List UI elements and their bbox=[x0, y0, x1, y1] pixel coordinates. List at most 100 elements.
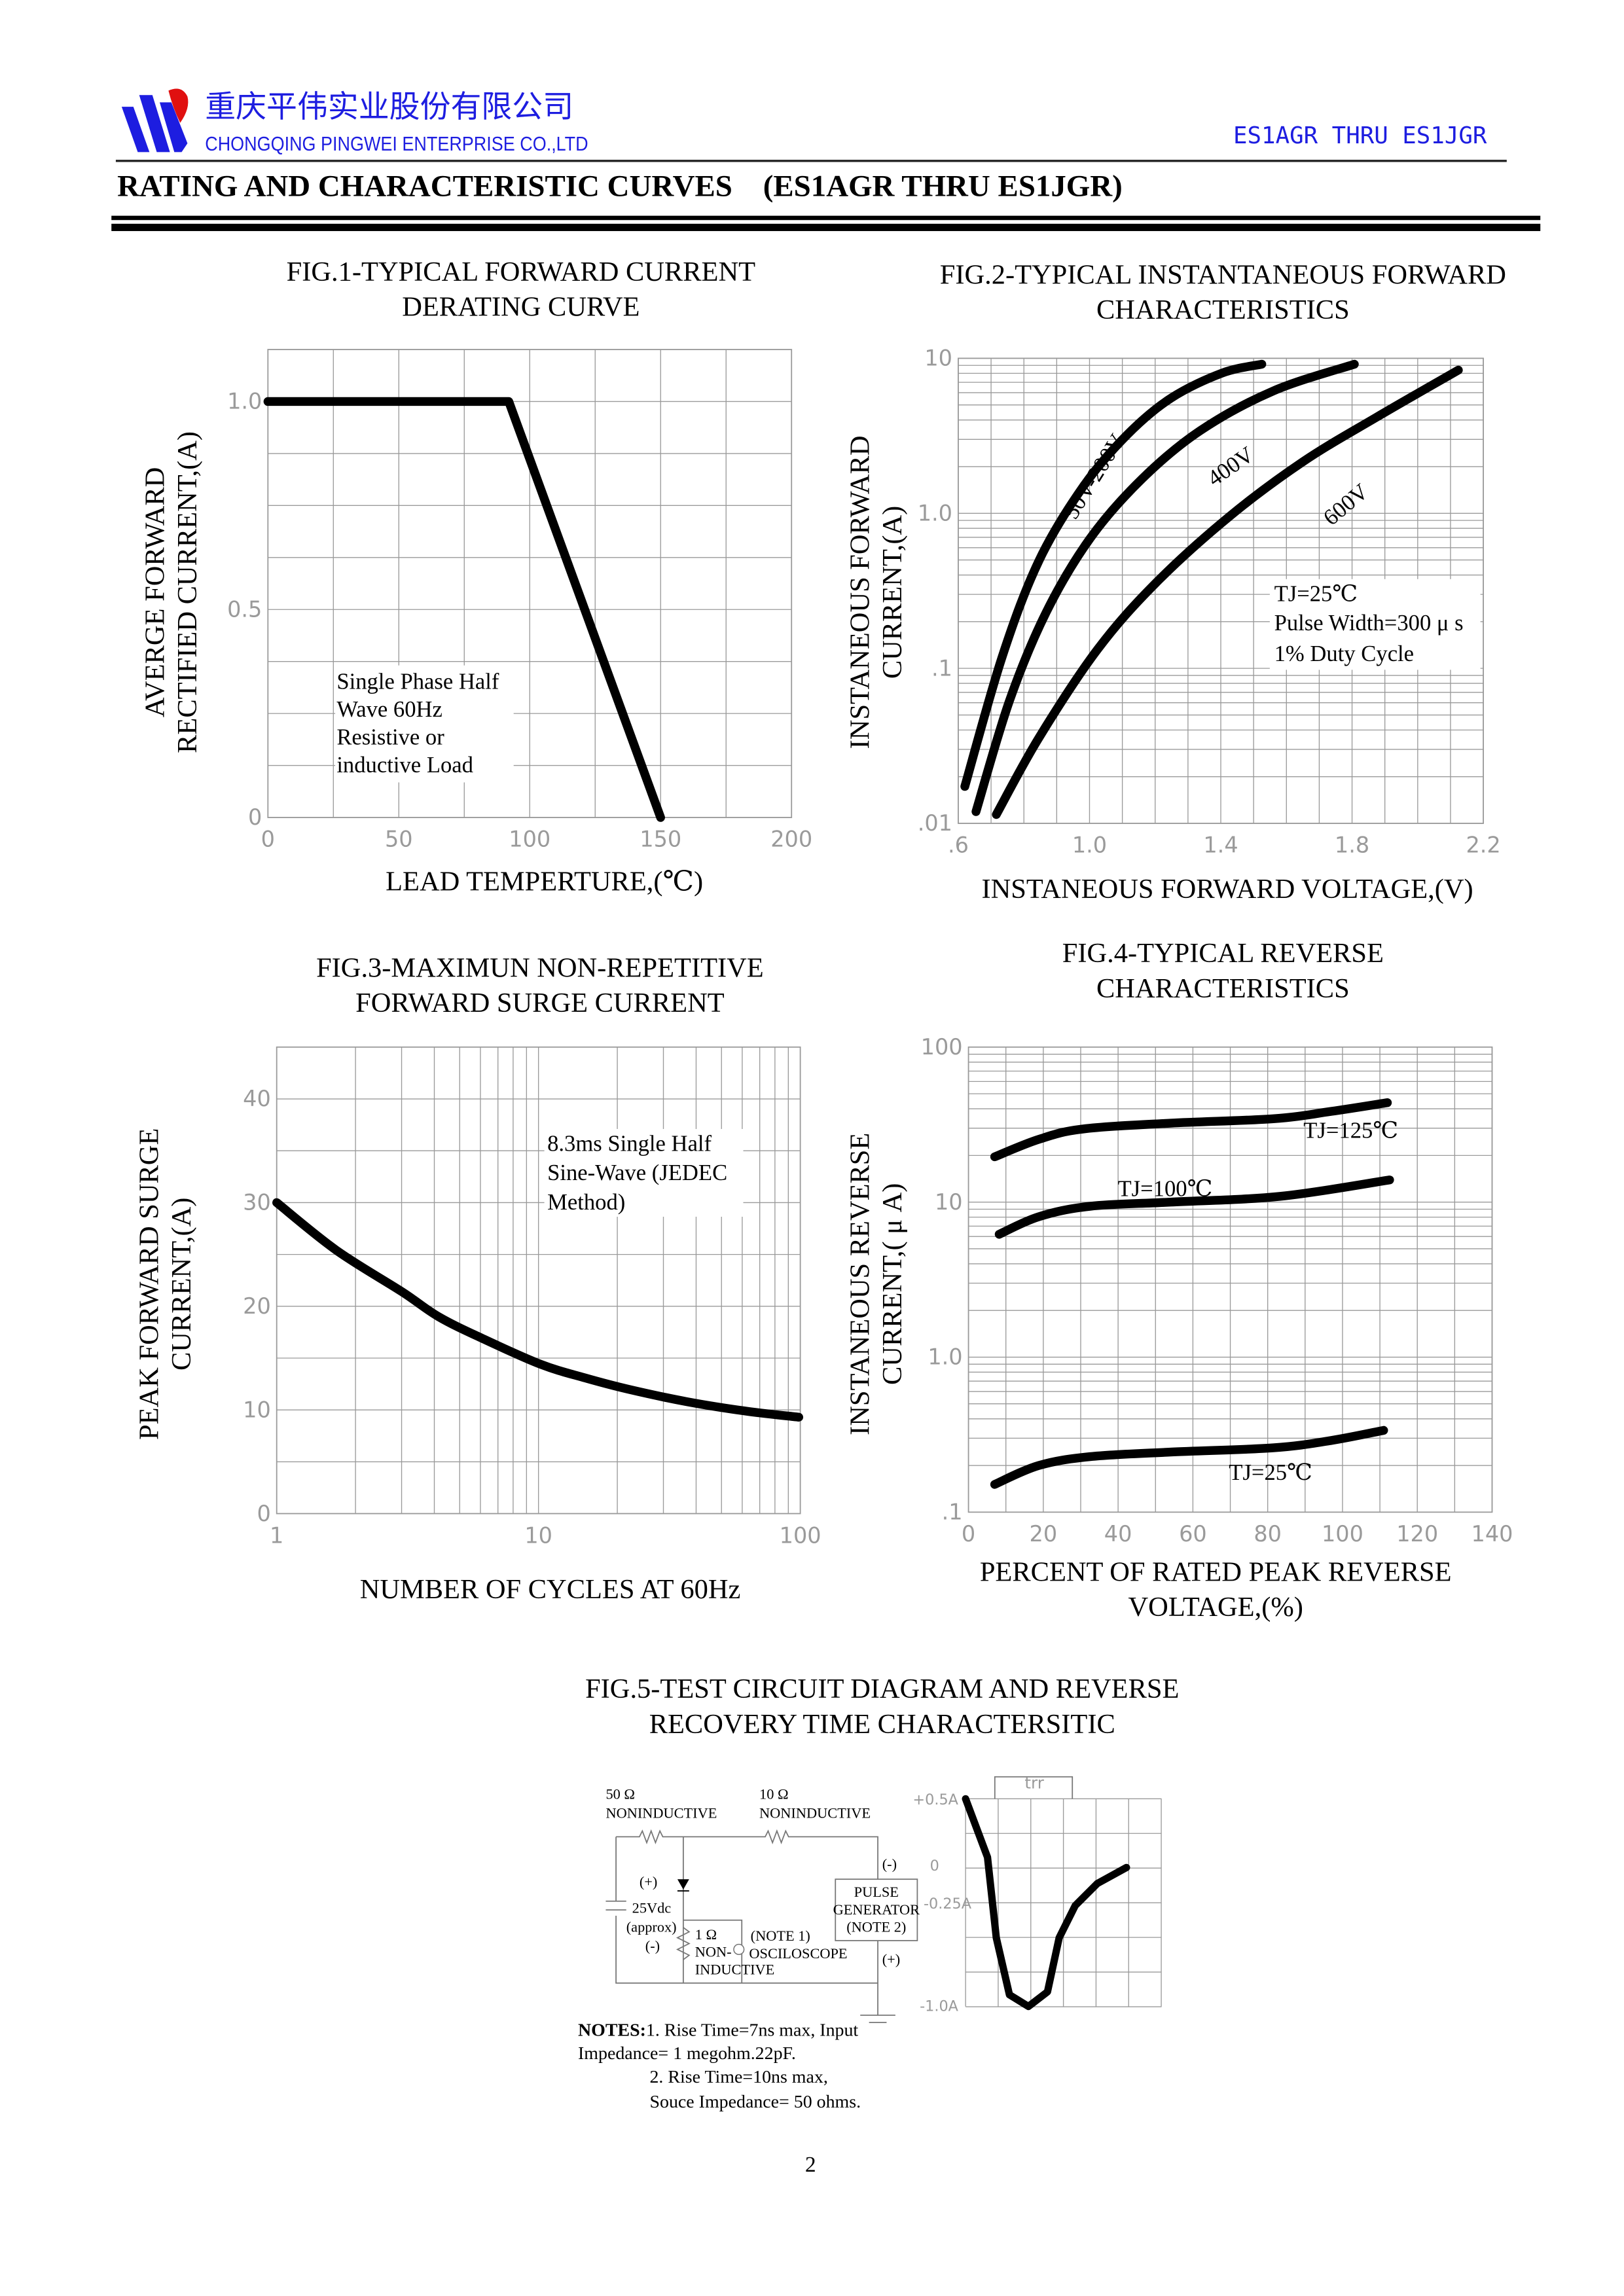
fig4-series-label: TJ=125℃ bbox=[1303, 1118, 1398, 1143]
note1-label: (NOTE 1) bbox=[751, 1928, 810, 1944]
fig4-xlabel-line2: VOLTAGE,(%) bbox=[1128, 1592, 1303, 1623]
note-line: 1. Rise Time=7ns max, Input bbox=[646, 2020, 859, 2040]
fig1-ylabel-line1: AVERGE FORWARD bbox=[140, 467, 171, 717]
x-tick-label: 0 bbox=[261, 827, 275, 852]
fig4-plot: 0 20 40 60 80 100 120 140 .1 1.0 10 100 bbox=[921, 1034, 1513, 1547]
fig1-annotation: Wave 60Hz bbox=[336, 697, 442, 722]
fig2-title-line2: CHARACTERISTICS bbox=[1096, 295, 1350, 325]
y-tick-label: 1.0 bbox=[928, 1344, 962, 1370]
generator-minus: (-) bbox=[882, 1856, 897, 1873]
y-tick-label: .01 bbox=[918, 810, 952, 836]
fig4-series-label: TJ=25℃ bbox=[1229, 1460, 1312, 1485]
y-tick-label: 0.5 bbox=[227, 596, 262, 622]
r2-type: NONINDUCTIVE bbox=[759, 1804, 871, 1821]
fig1-annotation-bg bbox=[335, 665, 514, 783]
fig3-annotation: Method) bbox=[547, 1190, 625, 1215]
fig3-xlabel: NUMBER OF CYCLES AT 60Hz bbox=[360, 1574, 741, 1605]
x-tick-label: 20 bbox=[1030, 1521, 1058, 1547]
x-tick-label: 1.0 bbox=[1072, 833, 1107, 858]
fig3-title-line1: FIG.3-MAXIMUN NON-REPETITIVE bbox=[316, 953, 764, 984]
y-tick-label: 1.0 bbox=[227, 389, 262, 414]
fig3-annotation: Sine-Wave (JEDEC bbox=[547, 1160, 727, 1185]
x-tick-label: 80 bbox=[1254, 1521, 1282, 1547]
test-circuit-diagram: 50 Ω NONINDUCTIVE 10 Ω NONINDUCTIVE (+) … bbox=[605, 1785, 920, 2024]
pulse-generator-box bbox=[835, 1878, 918, 1941]
plot-frame bbox=[267, 349, 793, 818]
r3-type: INDUCTIVE bbox=[695, 1961, 775, 1977]
x-tick-label: 200 bbox=[770, 827, 812, 852]
note-line: 2. Rise Time=10ns max, bbox=[649, 2067, 827, 2087]
fig1-plot: 0 50 100 150 200 0 0.5 1.0 bbox=[227, 349, 812, 852]
fig3-ylabel-line1: PEAK FORWARD SURGE bbox=[134, 1128, 165, 1440]
y-tick-label: 0 bbox=[257, 1501, 270, 1526]
x-tick-label: .6 bbox=[948, 833, 969, 858]
part-range: ES1AGR THRU ES1JGR bbox=[1233, 122, 1487, 149]
fig2-series-curve bbox=[960, 359, 1267, 791]
fig2-annotation: 1% Duty Cycle bbox=[1274, 641, 1414, 666]
diode-icon bbox=[677, 1879, 689, 1890]
fig3-title-line2: FORWARD SURGE CURRENT bbox=[355, 988, 725, 1018]
fig1-xlabel: LEAD TEMPERTURE,(℃) bbox=[386, 867, 703, 897]
fig4-series-curve bbox=[994, 1175, 1394, 1239]
wave-label-zero: 0 bbox=[930, 1857, 939, 1874]
x-tick-label: 1.4 bbox=[1203, 833, 1238, 858]
source-voltage: 25Vdc bbox=[632, 1900, 672, 1916]
x-tick-label: 100 bbox=[509, 827, 550, 852]
fig2-ylabel-line2: CURRENT,(A) bbox=[877, 506, 908, 679]
fig4-ylabel-line2: CURRENT,( μ A) bbox=[877, 1183, 908, 1385]
fig2-series-curve bbox=[992, 365, 1463, 819]
x-tick-label: 1 bbox=[270, 1522, 283, 1548]
y-tick-label: 40 bbox=[243, 1086, 271, 1111]
x-tick-label: 0 bbox=[962, 1521, 975, 1547]
notes-heading: NOTES: bbox=[578, 2020, 646, 2040]
fig4-ylabel-line1: INSTANEOUS REVERSE bbox=[845, 1133, 876, 1435]
fig2-series-curve bbox=[971, 359, 1359, 816]
fig4-title-line2: CHARACTERISTICS bbox=[1096, 973, 1350, 1004]
fig4-series-label: TJ=100℃ bbox=[1117, 1177, 1212, 1202]
x-tick-label: 60 bbox=[1179, 1521, 1207, 1547]
waveform-curve bbox=[962, 1795, 1130, 2011]
r1-value: 50 Ω bbox=[605, 1785, 635, 1802]
x-tick-label: 100 bbox=[780, 1522, 821, 1548]
x-tick-label: 2.2 bbox=[1466, 833, 1500, 858]
fig1-title-line1: FIG.1-TYPICAL FORWARD CURRENT bbox=[287, 257, 755, 287]
fig1-annotation: inductive Load bbox=[336, 753, 473, 778]
company-logo bbox=[121, 88, 189, 152]
y-tick-label: 10 bbox=[935, 1189, 963, 1215]
x-tick-label: 1.8 bbox=[1335, 833, 1369, 858]
fig2-title-line1: FIG.2-TYPICAL INSTANTANEOUS FORWARD bbox=[940, 259, 1506, 290]
resistor-1ohm-icon bbox=[676, 1927, 691, 1960]
r3-value: 1 Ω bbox=[695, 1926, 717, 1943]
fig2-series-label: 400V bbox=[1203, 442, 1259, 491]
source-minus: (-) bbox=[645, 1938, 660, 1954]
r3-type: NON- bbox=[695, 1944, 732, 1960]
fig2-annotation-bg bbox=[1269, 579, 1481, 670]
x-tick-label: 120 bbox=[1396, 1521, 1438, 1547]
fig3-annotation: 8.3ms Single Half bbox=[547, 1131, 712, 1156]
page-number: 2 bbox=[805, 2153, 816, 2177]
fig3-annotation-bg bbox=[544, 1128, 744, 1217]
fig2-annotation: TJ=25℃ bbox=[1274, 581, 1358, 606]
ground-icon bbox=[860, 2015, 895, 2024]
notes: NOTES:1. Rise Time=7ns max, Input bbox=[578, 2020, 858, 2040]
generator-label: PULSE bbox=[854, 1884, 899, 1900]
source-note: (approx) bbox=[626, 1919, 677, 1935]
fig1-series-curve bbox=[263, 397, 665, 822]
y-tick-label: 100 bbox=[921, 1034, 963, 1060]
plot-frame bbox=[276, 1046, 801, 1515]
plot-frame bbox=[958, 357, 1484, 824]
fig5-title-line1: FIG.5-TEST CIRCUIT DIAGRAM AND REVERSE bbox=[585, 1674, 1179, 1704]
y-tick-label: 10 bbox=[924, 346, 952, 371]
x-tick-label: 10 bbox=[524, 1522, 552, 1548]
x-tick-label: 100 bbox=[1322, 1521, 1363, 1547]
generator-label: (NOTE 2) bbox=[846, 1919, 906, 1935]
fig4-series-curve bbox=[990, 1426, 1388, 1489]
y-tick-label: 20 bbox=[243, 1293, 271, 1319]
fig1-title-line2: DERATING CURVE bbox=[402, 292, 640, 323]
y-tick-label: .1 bbox=[931, 655, 952, 681]
generator-label: GENERATOR bbox=[833, 1901, 920, 1918]
y-tick-label: 30 bbox=[243, 1190, 271, 1215]
recovery-waveform: trr +0.5A 0 -0.25A -1.0A bbox=[912, 1774, 1162, 2015]
wave-label-mid: -0.25A bbox=[924, 1895, 972, 1912]
